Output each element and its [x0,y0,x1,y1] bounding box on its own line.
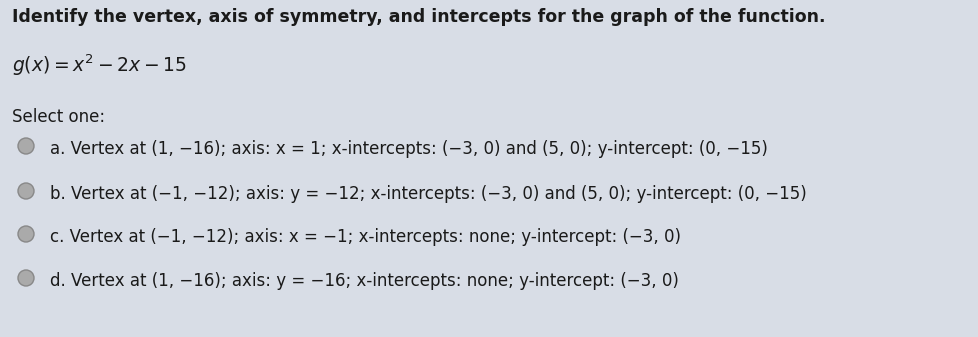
Text: Identify the vertex, axis of symmetry, and intercepts for the graph of the funct: Identify the vertex, axis of symmetry, a… [12,8,824,26]
Text: d. Vertex at (1, −16); axis: y = −16; x-intercepts: none; y-intercept: (−3, 0): d. Vertex at (1, −16); axis: y = −16; x-… [50,272,678,290]
Circle shape [18,270,34,286]
Text: $g(x) = x^2 - 2x - 15$: $g(x) = x^2 - 2x - 15$ [12,52,187,78]
Text: c. Vertex at (−1, −12); axis: x = −1; x-intercepts: none; y-intercept: (−3, 0): c. Vertex at (−1, −12); axis: x = −1; x-… [50,228,681,246]
Text: b. Vertex at (−1, −12); axis: y = −12; x-intercepts: (−3, 0) and (5, 0); y-inter: b. Vertex at (−1, −12); axis: y = −12; x… [50,185,806,203]
Circle shape [18,183,34,199]
Circle shape [18,226,34,242]
Text: Select one:: Select one: [12,108,105,126]
Text: a. Vertex at (1, −16); axis: x = 1; x-intercepts: (−3, 0) and (5, 0); y-intercep: a. Vertex at (1, −16); axis: x = 1; x-in… [50,140,767,158]
Circle shape [18,138,34,154]
